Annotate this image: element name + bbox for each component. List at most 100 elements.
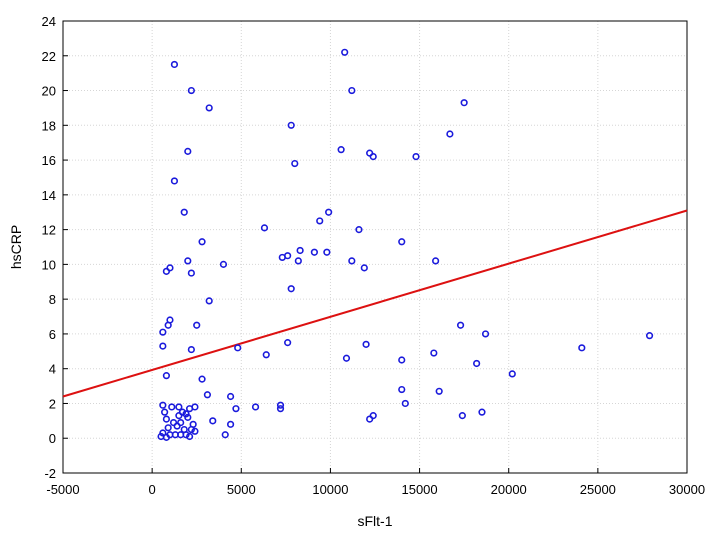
data-point [578,344,586,352]
data-point [182,410,190,418]
data-point [191,427,199,435]
x-tick-label: 15000 [401,482,437,497]
data-point [173,422,181,430]
data-point [473,359,481,368]
y-tick-label: -2 [44,466,56,481]
data-point [398,238,406,246]
data-point [198,375,206,383]
data-point [348,257,356,265]
data-point [481,330,490,338]
data-point [355,226,363,234]
data-point [164,321,172,329]
data-point [205,297,213,305]
data-point [162,372,171,380]
data-point [226,420,235,428]
data-point [284,339,292,347]
data-point [164,424,172,432]
x-tick-label: 10000 [312,482,348,497]
x-tick-label: 5000 [227,482,256,497]
data-point [205,104,213,112]
y-tick-label: 14 [42,188,56,203]
data-point [159,401,167,409]
data-point [337,146,345,154]
y-axis-label: hsCRP [8,225,24,269]
y-tick-label: 22 [42,49,56,64]
data-point [369,153,377,161]
plot-area-frame [62,20,688,474]
x-tick-label: 20000 [491,482,527,497]
data-point [432,257,440,265]
y-tick-label: 16 [42,153,56,168]
data-point [296,246,304,255]
data-point [458,412,466,420]
data-point [412,153,420,161]
data-point [478,408,486,416]
x-tick-label: -5000 [46,482,79,497]
data-point [234,344,242,352]
data-point [645,332,654,340]
y-tick-label: 2 [49,396,56,411]
data-point [175,412,183,420]
data-point [170,60,179,69]
data-point [260,224,269,232]
axis-ticks: -5000 0 5000 10000 15000 20000 25000 30000-2024… [42,14,706,497]
x-tick-label: 30000 [669,482,705,497]
data-point [287,285,295,293]
data-point [162,433,171,441]
regression-line [62,209,688,398]
y-tick-label: 24 [42,14,56,29]
data-point [366,415,374,423]
data-point [184,413,192,421]
data-point [162,415,171,423]
data-point [232,405,240,413]
data-point [185,432,194,441]
data-point [175,403,183,411]
data-point [184,147,192,155]
data-point [342,354,351,362]
data-point [161,408,169,416]
data-point [323,248,331,256]
data-point [226,392,235,401]
data-point [219,260,228,268]
data-point [187,345,195,354]
data-point [325,208,333,216]
data-point [180,208,188,216]
grid-lines [63,21,687,473]
data-point [287,121,295,129]
y-tick-label: 10 [42,257,56,272]
data-point [398,356,406,364]
data-point [348,86,356,95]
data-point [193,321,201,329]
data-point [184,257,192,265]
data-point [191,403,199,411]
x-tick-label: 25000 [580,482,616,497]
data-point [456,321,465,329]
data-point [310,248,318,256]
data-point [162,267,171,275]
y-tick-label: 18 [42,118,56,133]
y-tick-label: 12 [42,223,56,238]
data-point [187,269,195,277]
data-points [157,48,654,441]
data-point [182,431,190,439]
data-point [316,217,324,225]
y-tick-label: 20 [42,84,56,99]
data-point [209,417,217,425]
x-axis-label: sFlt-1 [358,513,393,529]
data-point [360,264,368,272]
y-tick-label: 0 [49,431,56,446]
data-point [284,252,292,260]
data-point [168,403,176,411]
data-point [187,425,195,434]
data-point [294,257,302,265]
data-point [430,349,438,357]
fit-line-layer [62,209,688,398]
data-point [276,401,285,409]
data-point [187,86,195,95]
data-point [262,351,270,359]
data-point [251,403,260,411]
data-point [401,399,409,408]
data-point [435,387,443,395]
